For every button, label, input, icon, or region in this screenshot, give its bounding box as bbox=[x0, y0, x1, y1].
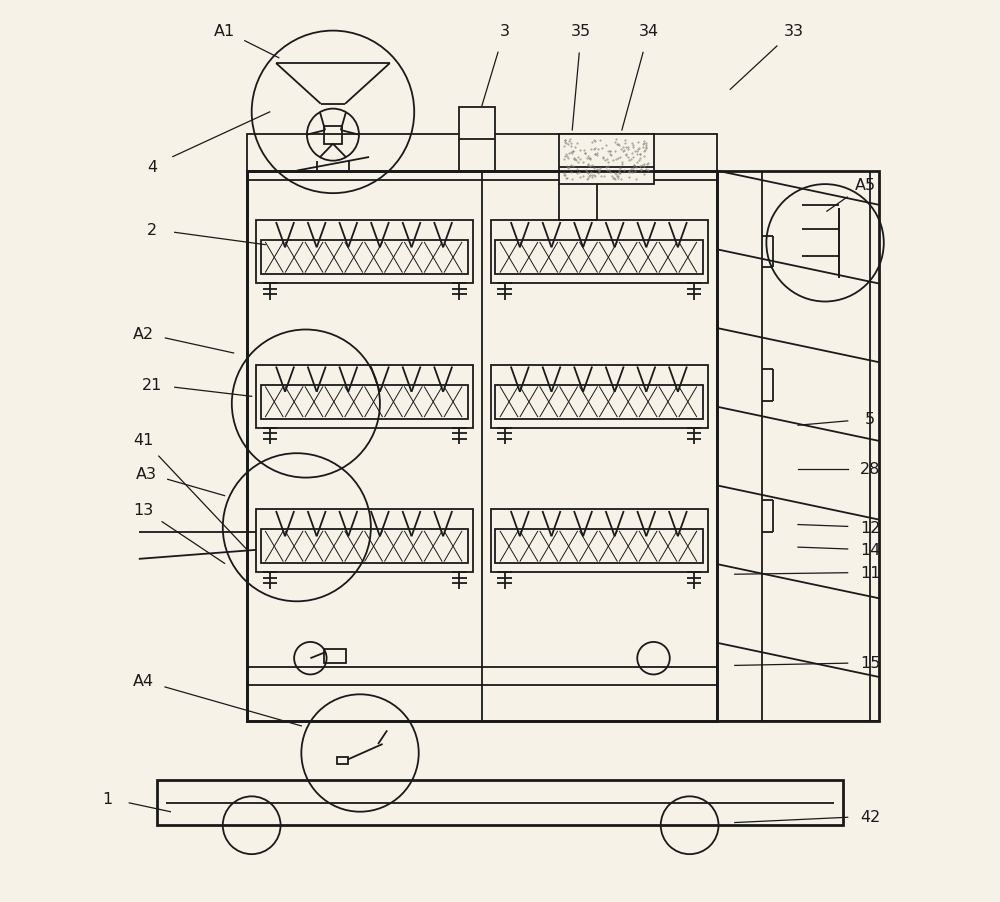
Text: 1: 1 bbox=[102, 791, 112, 805]
Text: 5: 5 bbox=[865, 412, 875, 427]
Text: 42: 42 bbox=[860, 809, 880, 824]
Bar bbox=[256, 221, 473, 284]
Text: 11: 11 bbox=[860, 566, 880, 580]
Bar bbox=[495, 241, 703, 275]
Text: A5: A5 bbox=[855, 178, 876, 192]
Text: 13: 13 bbox=[133, 502, 153, 517]
Bar bbox=[324, 126, 342, 144]
Text: A1: A1 bbox=[214, 24, 235, 39]
Bar bbox=[261, 241, 468, 275]
Text: 28: 28 bbox=[860, 462, 880, 476]
Text: 4: 4 bbox=[147, 160, 157, 174]
Text: 41: 41 bbox=[133, 433, 154, 447]
Text: 35: 35 bbox=[571, 24, 591, 39]
Bar bbox=[247, 171, 717, 722]
Bar bbox=[247, 171, 717, 722]
Bar bbox=[256, 510, 473, 573]
Text: A4: A4 bbox=[133, 674, 154, 688]
Text: 15: 15 bbox=[860, 656, 880, 670]
Text: 2: 2 bbox=[147, 223, 157, 237]
Bar bbox=[337, 757, 348, 764]
Text: 14: 14 bbox=[860, 543, 880, 557]
Text: A3: A3 bbox=[136, 466, 157, 481]
Bar bbox=[247, 135, 717, 171]
Bar bbox=[495, 529, 703, 564]
Bar bbox=[495, 385, 703, 419]
Bar bbox=[261, 385, 468, 419]
Text: 12: 12 bbox=[860, 520, 880, 535]
Bar bbox=[559, 135, 654, 185]
Text: 33: 33 bbox=[783, 24, 803, 39]
Text: 3: 3 bbox=[500, 24, 510, 39]
Bar bbox=[491, 365, 708, 428]
Text: A2: A2 bbox=[133, 327, 154, 341]
Bar bbox=[491, 221, 708, 284]
Bar bbox=[261, 529, 468, 564]
Bar bbox=[157, 780, 843, 825]
Bar bbox=[324, 649, 346, 663]
Text: 21: 21 bbox=[142, 378, 163, 392]
Bar bbox=[256, 365, 473, 428]
Bar bbox=[459, 108, 495, 171]
Bar bbox=[491, 510, 708, 573]
Bar bbox=[717, 171, 879, 722]
Text: 34: 34 bbox=[639, 24, 659, 39]
